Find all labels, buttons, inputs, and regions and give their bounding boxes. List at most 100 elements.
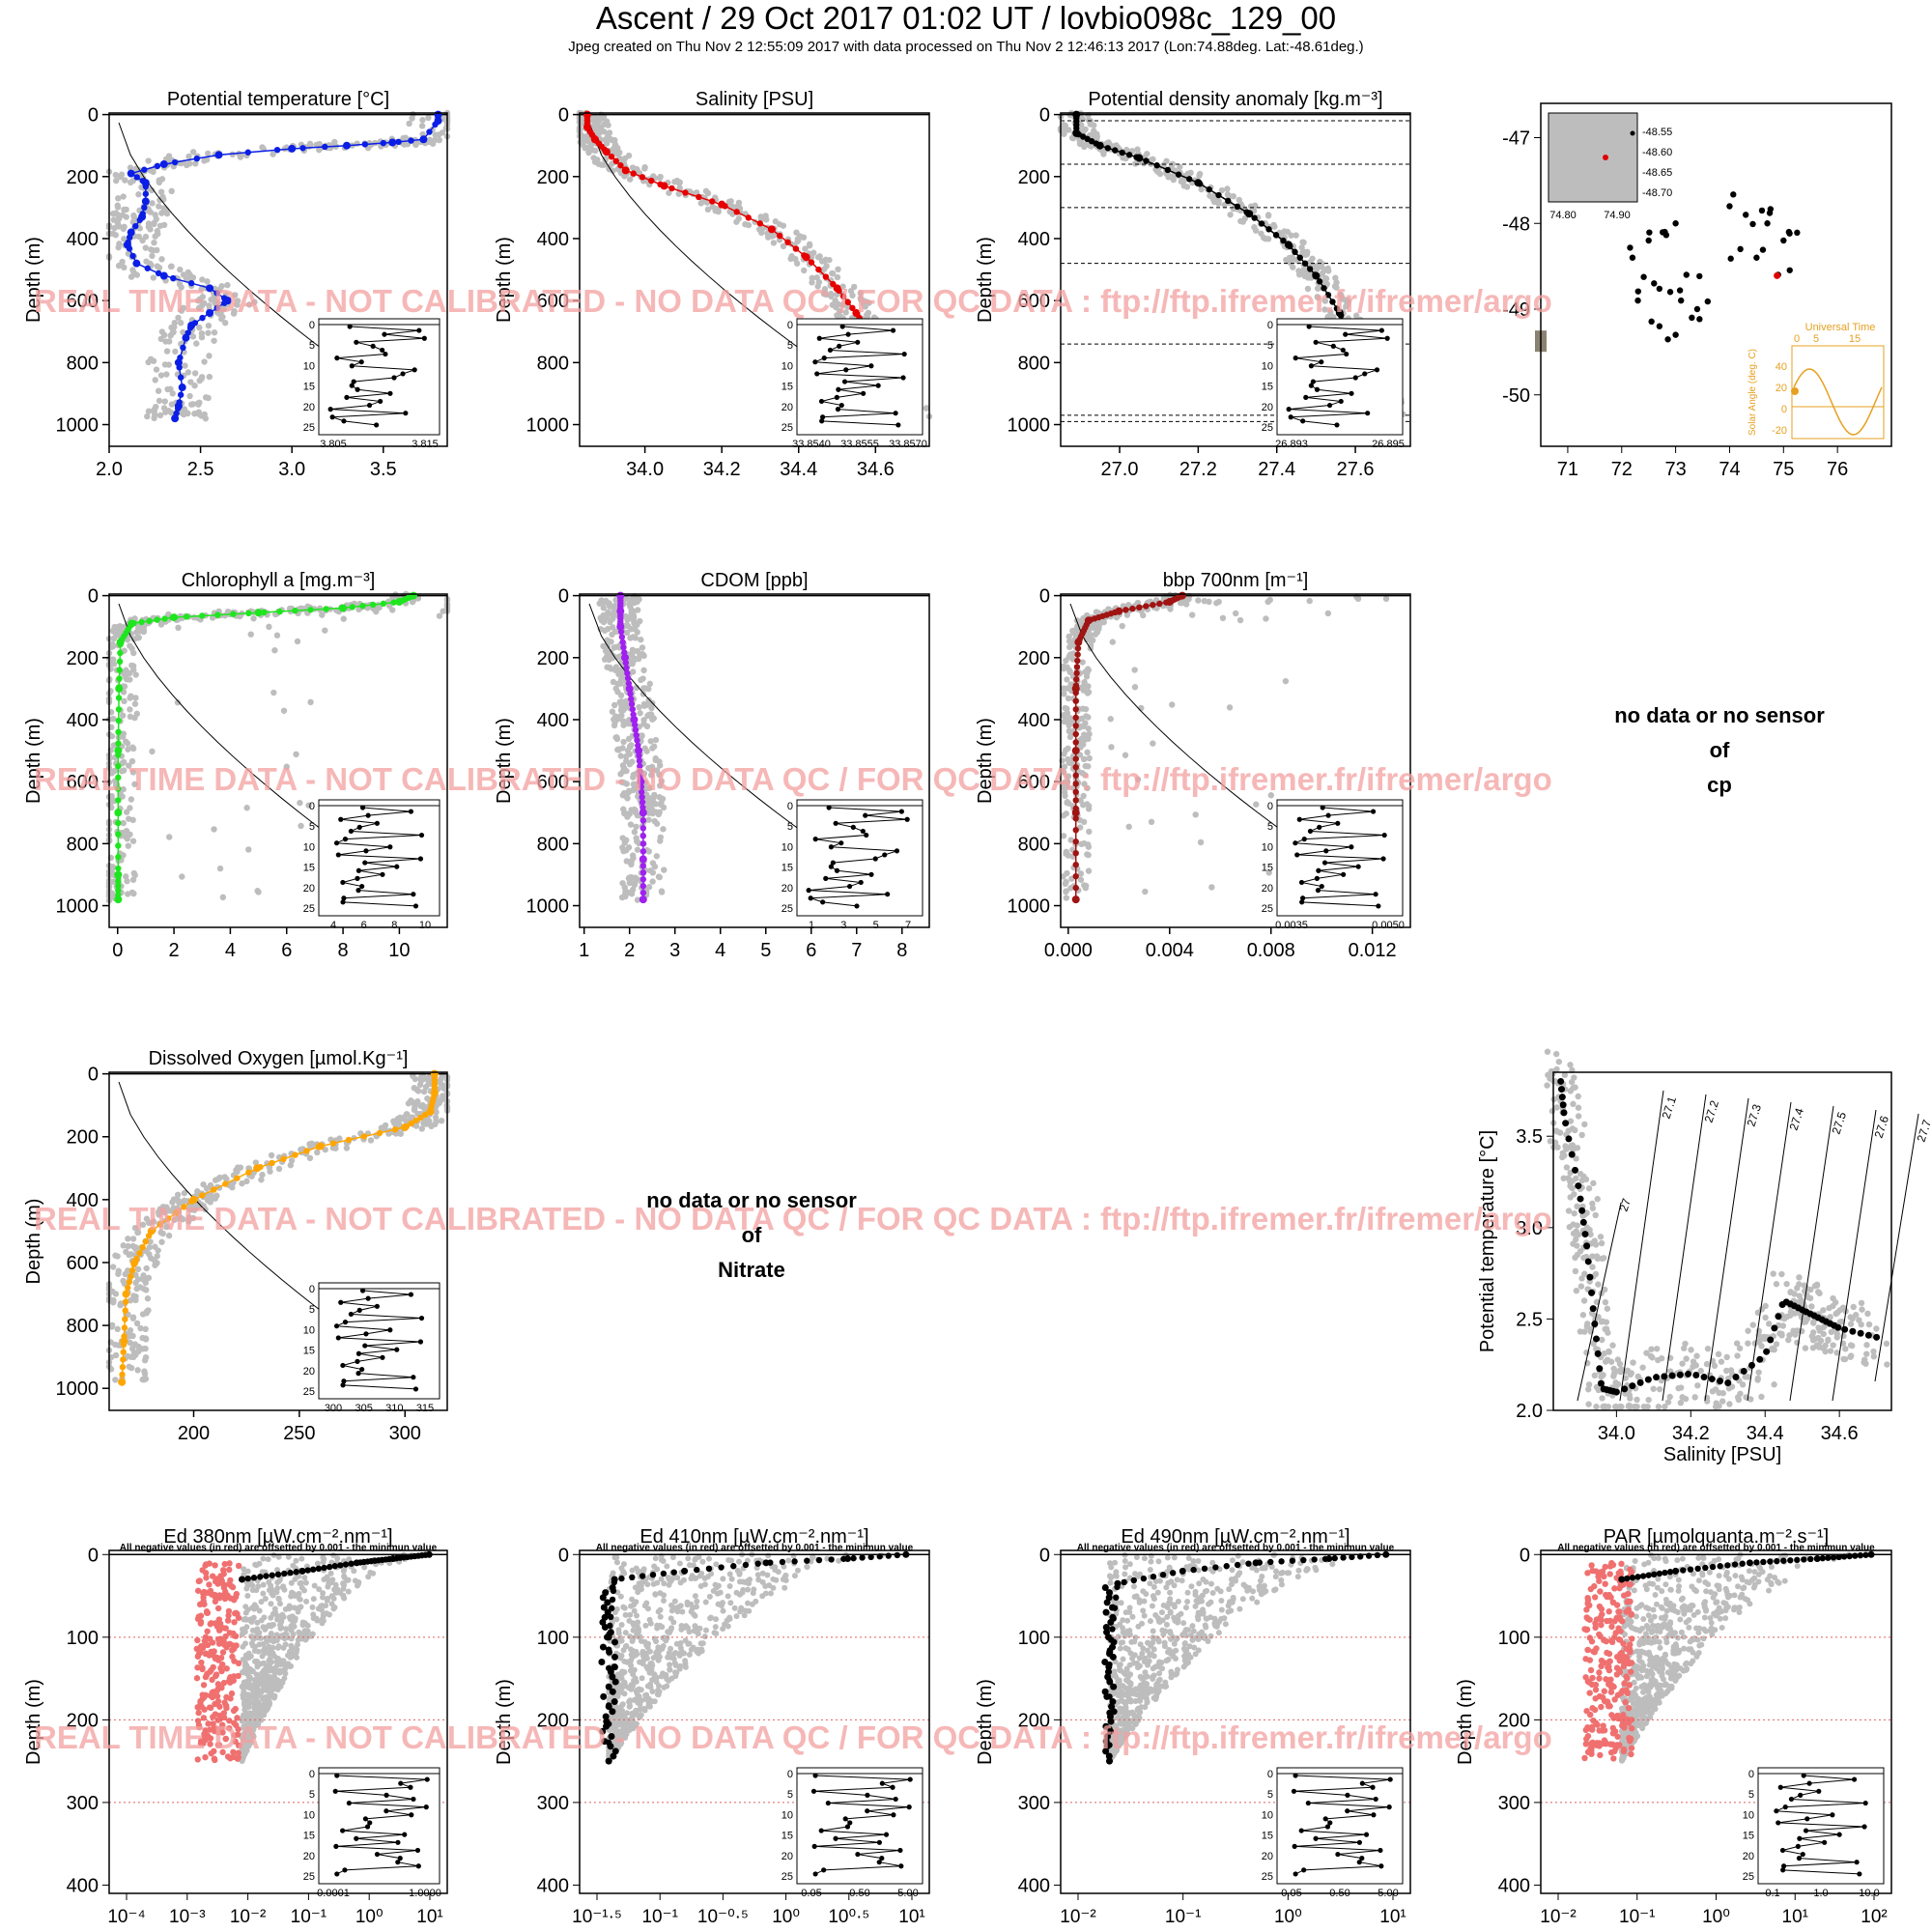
chl-background-point	[297, 799, 303, 807]
bbp-ytick-label: 800	[1018, 834, 1050, 855]
ts-background-point	[1815, 1324, 1822, 1331]
dens-background-point	[1321, 306, 1328, 313]
ts-data-point	[1841, 1325, 1849, 1333]
sal-inset-ytick-label: 5	[787, 340, 793, 352]
temp-background-point	[177, 320, 185, 327]
sal-series-point	[768, 226, 776, 233]
cdom-background-point	[649, 716, 656, 723]
ts-background-point	[1575, 1113, 1582, 1120]
oxy-inset-xtick-label: 315	[416, 1403, 434, 1414]
temp-series-point	[177, 374, 185, 381]
chl-background-point	[130, 869, 137, 877]
oxy-series-point	[150, 1227, 156, 1234]
temp-background-point	[145, 220, 153, 227]
bbp-background-point	[1080, 755, 1088, 763]
ts-data-point	[1557, 1077, 1565, 1085]
cdom-background-point	[660, 804, 668, 811]
map-position-point	[1634, 297, 1641, 304]
chl-background-point	[157, 621, 165, 628]
cdom-background-point	[615, 747, 622, 753]
ts-background-point	[1585, 1401, 1592, 1407]
chl-inset-ytick-label: 0	[309, 801, 315, 812]
ts-background-point	[1813, 1281, 1821, 1289]
ts-data-point	[1717, 1378, 1724, 1385]
sal-background-point	[823, 263, 830, 270]
ts-background-point	[1884, 1361, 1890, 1368]
dens-background-point	[1295, 271, 1303, 278]
temp-series-point	[173, 410, 180, 417]
sal-ytick-label: 600	[537, 291, 569, 312]
oxy-background-point	[142, 1335, 150, 1342]
cdom-background-point	[605, 625, 611, 633]
ts-background-point	[1605, 1329, 1611, 1336]
temp-xtick-label: 2.0	[96, 459, 123, 480]
sal-inset-point	[901, 351, 907, 357]
temp-background-point	[123, 206, 129, 213]
bbp-inset-point	[1349, 844, 1354, 850]
chl-background-point	[271, 647, 278, 654]
chl-background-point	[127, 805, 133, 811]
ts-background-point	[1848, 1352, 1855, 1359]
cdom-inset-ytick-label: 20	[781, 883, 793, 895]
temp-series-point	[191, 320, 199, 327]
dens-series-point	[1175, 171, 1182, 178]
dens-background-point	[1304, 285, 1312, 293]
ts-data-point	[1565, 1135, 1573, 1143]
temp-inset-ytick-label: 20	[303, 402, 315, 413]
temp-background-point	[192, 160, 199, 167]
bbp-background-point	[1063, 657, 1069, 665]
dens-background-point	[1180, 183, 1187, 189]
chl-series-point	[146, 617, 153, 625]
map-position-point	[1696, 316, 1703, 323]
cdom-series-point	[639, 810, 647, 816]
chl-xtick-label: 4	[225, 940, 236, 961]
temp-background-point	[224, 281, 231, 289]
oxy-series-point	[133, 1255, 140, 1263]
chl-background-point	[128, 757, 136, 765]
ts-background-point	[1733, 1340, 1741, 1347]
sal-ytick-label: 400	[537, 229, 569, 250]
cdom-frame	[579, 593, 930, 928]
temp-background-point	[185, 369, 192, 376]
sal-series-point	[822, 273, 830, 280]
dens-inset-xtick-label: 26.895	[1372, 439, 1405, 450]
chl-background-point	[120, 758, 128, 766]
sal-background-point	[596, 127, 603, 133]
sal-series-point	[815, 266, 822, 273]
ts-background-point	[1783, 1280, 1790, 1288]
chl-background-point	[247, 631, 254, 638]
oxy-background-point	[134, 1367, 141, 1374]
temp-title: Potential temperature [°C]	[167, 89, 389, 110]
cdom-xtick-label: 7	[851, 940, 862, 961]
dens-background-point	[1327, 308, 1334, 316]
ts-background-point	[1644, 1404, 1651, 1410]
oxy-series-point	[280, 1155, 287, 1163]
bbp-series-point	[1073, 669, 1080, 677]
cdom-series-point	[639, 883, 647, 890]
bbp-inset-point	[1335, 820, 1341, 826]
ts-data-point	[1676, 1371, 1684, 1378]
ts-background-point	[1555, 1058, 1563, 1065]
chl-background-point	[121, 697, 128, 705]
ts-background-point	[1713, 1400, 1719, 1406]
solar-current-point	[1791, 387, 1799, 395]
map-position-point	[1785, 228, 1793, 236]
sal-background-point	[621, 173, 628, 180]
dens-inset-point	[1326, 402, 1333, 409]
oxy-background-point	[109, 1264, 117, 1270]
temp-background-point	[331, 138, 338, 146]
cdom-background-point	[651, 863, 659, 870]
dens-background-point	[1252, 202, 1259, 209]
chl-background-point	[129, 876, 137, 883]
dens-series-point	[1265, 226, 1272, 233]
dens-background-point	[1092, 132, 1098, 140]
temp-background-point	[135, 191, 142, 198]
chl-background-point	[305, 802, 312, 809]
chl-series-point	[184, 613, 190, 620]
cdom-background-point	[620, 707, 627, 714]
chl-series-point	[115, 774, 122, 781]
bbp-background-point	[1068, 760, 1075, 767]
